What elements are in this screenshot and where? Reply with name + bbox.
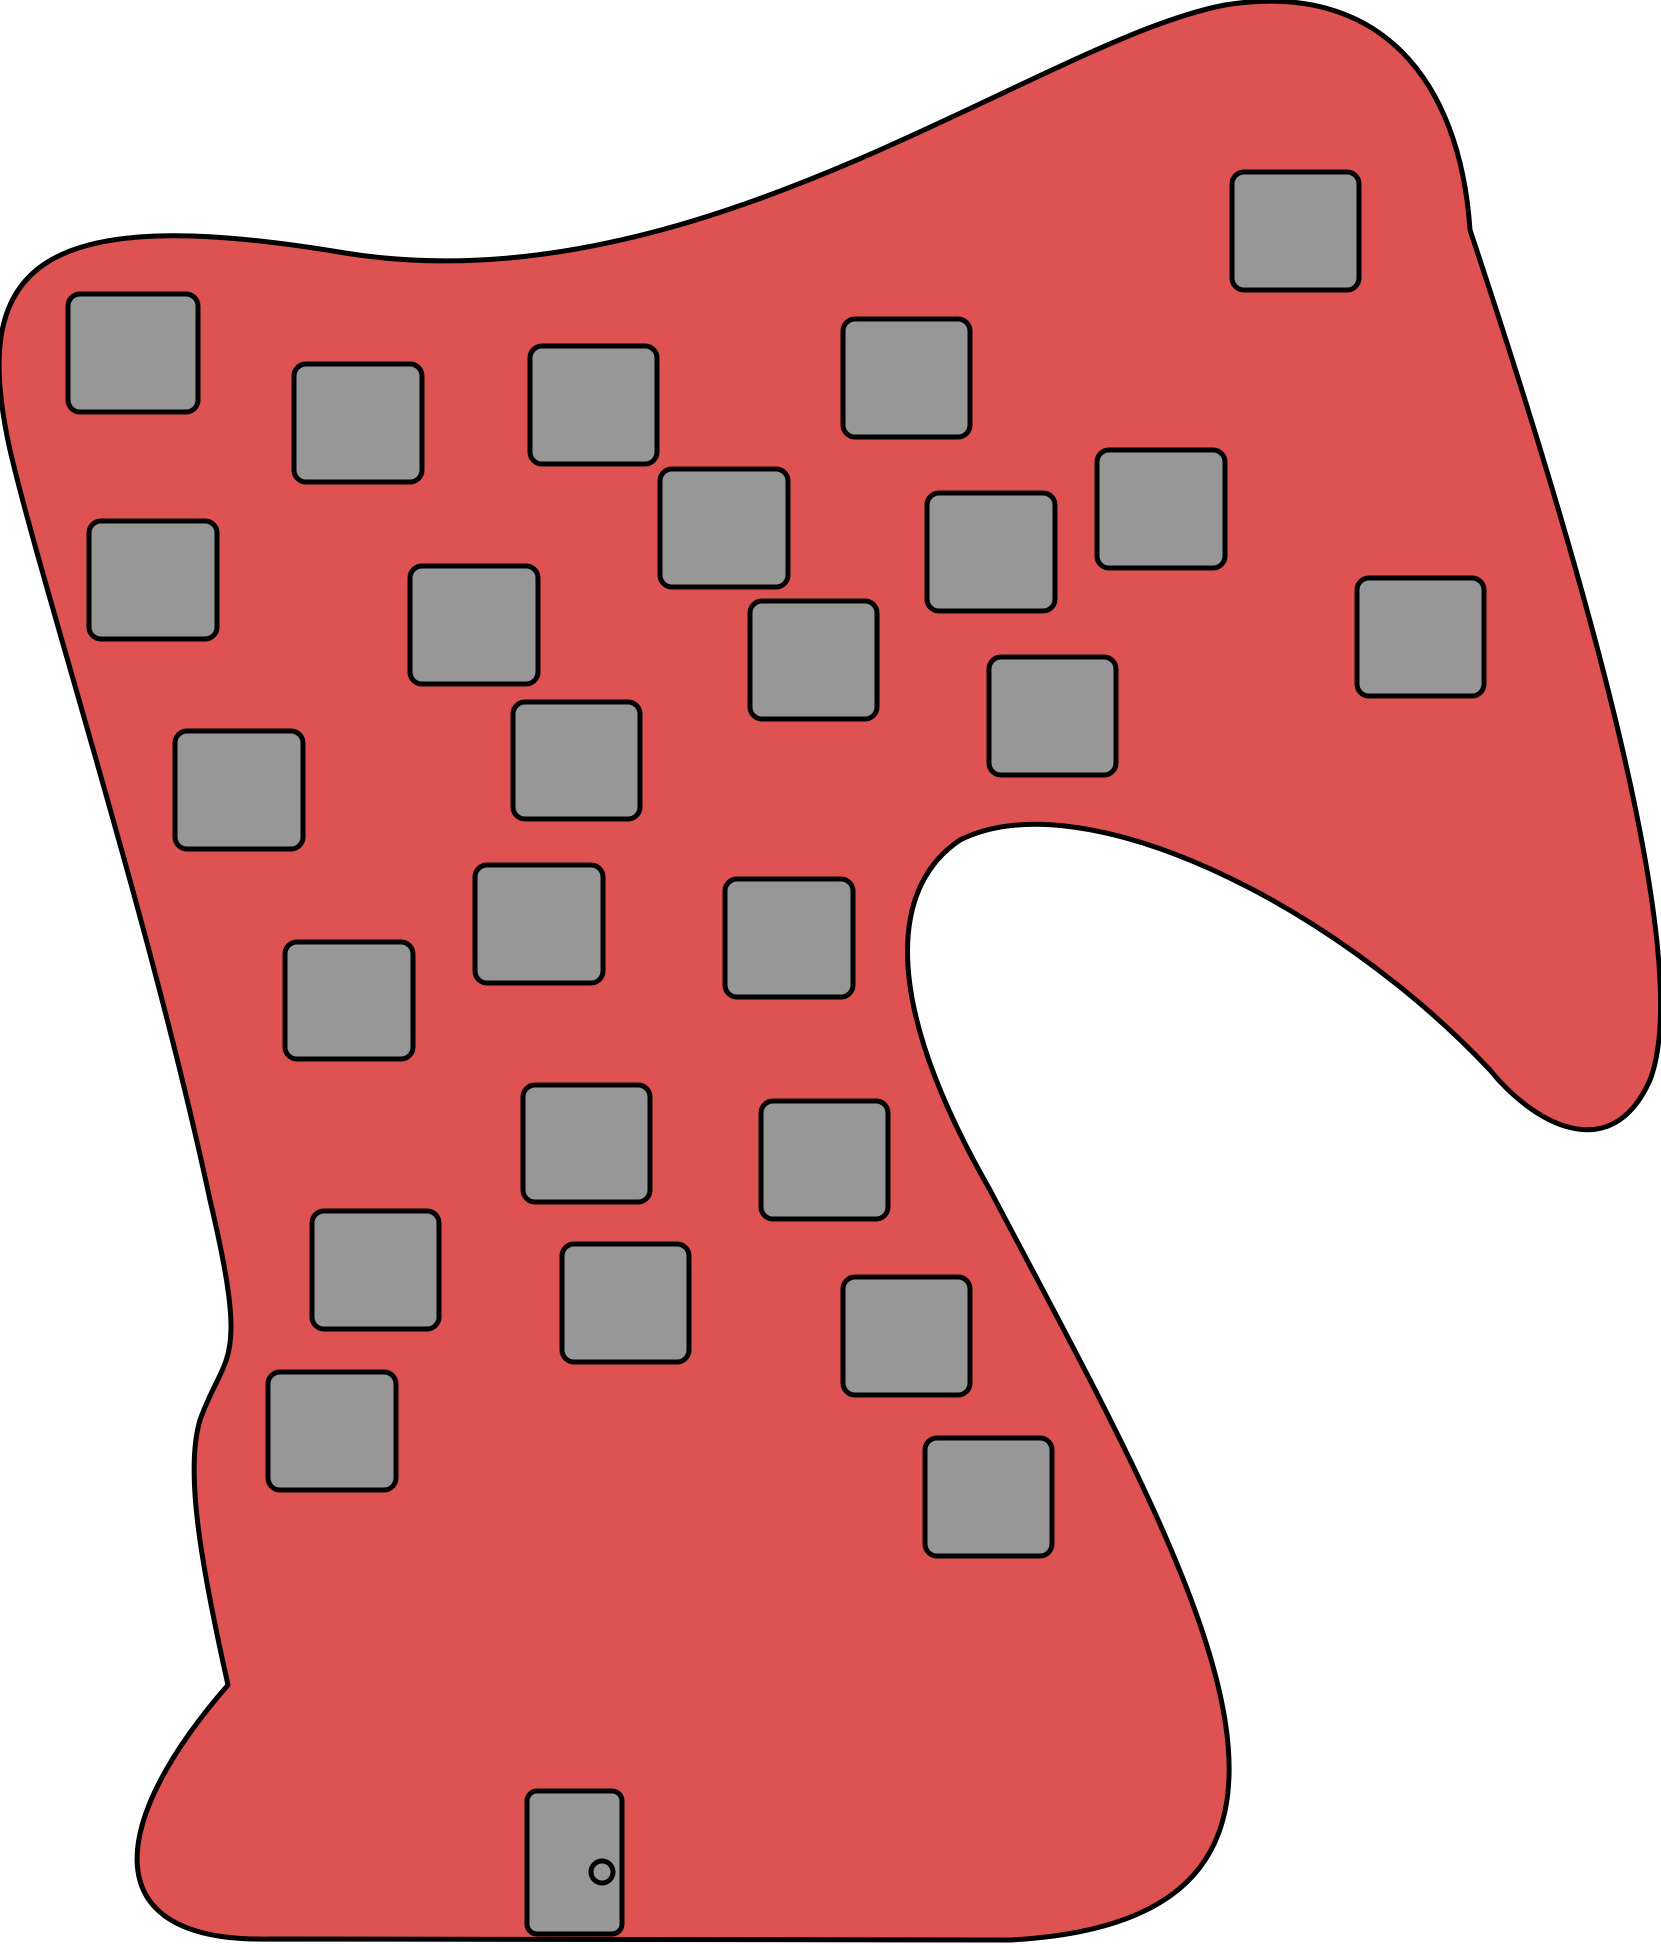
window-11: [1354, 575, 1487, 699]
door-knob: [588, 1858, 616, 1886]
window-17: [722, 876, 856, 1000]
window-3: [527, 343, 660, 467]
window-9: [924, 490, 1058, 614]
window-8: [657, 466, 791, 590]
window-6: [86, 518, 220, 642]
window-23: [840, 1274, 973, 1398]
window-13: [986, 654, 1119, 778]
window-5: [1229, 169, 1362, 293]
window-10: [1094, 447, 1228, 571]
door: [524, 1788, 625, 1937]
window-14: [172, 728, 306, 852]
window-2: [291, 361, 425, 485]
windows-group: [65, 169, 1487, 1559]
window-4: [840, 316, 973, 440]
window-21: [309, 1208, 442, 1332]
window-19: [520, 1082, 653, 1205]
window-24: [265, 1369, 399, 1493]
window-1: [65, 291, 201, 415]
window-25: [922, 1435, 1055, 1559]
window-12: [747, 598, 880, 722]
window-7: [407, 563, 541, 687]
window-18: [282, 939, 416, 1062]
window-16: [472, 862, 606, 986]
window-22: [559, 1241, 692, 1365]
window-20: [758, 1098, 891, 1222]
window-15: [510, 699, 643, 822]
